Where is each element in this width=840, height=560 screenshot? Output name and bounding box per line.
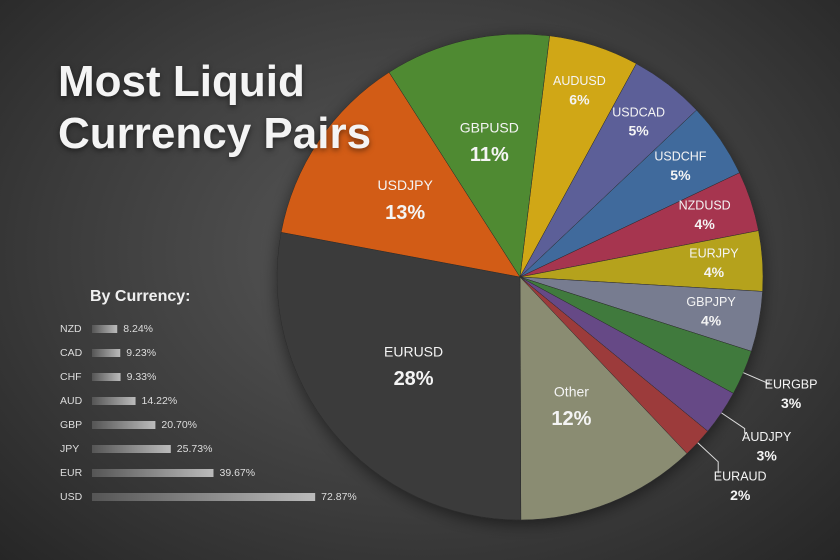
bar bbox=[92, 445, 171, 453]
slice-value-label: 3% bbox=[781, 395, 802, 411]
y-tick-label: GBP bbox=[60, 419, 82, 431]
slice-value-label: 13% bbox=[385, 202, 425, 224]
pie-slice bbox=[519, 276, 688, 521]
slice-value-label: 12% bbox=[551, 408, 591, 430]
slice-label: USDCHF bbox=[654, 149, 706, 163]
leader-line bbox=[743, 372, 770, 385]
leader-line bbox=[721, 412, 746, 434]
bar-title: By Currency: bbox=[90, 288, 190, 305]
slice-label: GBPJPY bbox=[686, 295, 736, 309]
slice-label: NZDUSD bbox=[679, 199, 731, 213]
bar-value-label: 25.73% bbox=[177, 443, 213, 455]
y-tick-label: EUR bbox=[60, 467, 83, 479]
y-tick-label: AUD bbox=[60, 395, 83, 407]
slice-label: USDJPY bbox=[378, 177, 434, 193]
slice-label: EURAUD bbox=[714, 470, 767, 484]
bar-value-label: 9.33% bbox=[127, 371, 157, 383]
bar bbox=[92, 421, 156, 429]
bar bbox=[92, 325, 118, 333]
pie-slice bbox=[388, 33, 550, 278]
pie-slice bbox=[276, 232, 522, 521]
bar bbox=[92, 493, 316, 501]
pie-slice bbox=[280, 71, 521, 278]
slice-value-label: 6% bbox=[569, 92, 590, 108]
y-tick-label: USD bbox=[60, 491, 83, 503]
bar-value-label: 9.23% bbox=[126, 347, 156, 359]
slice-label: Other bbox=[554, 383, 589, 399]
bar-value-label: 72.87% bbox=[321, 491, 357, 503]
slice-value-label: 5% bbox=[670, 167, 691, 183]
slice-value-label: 4% bbox=[701, 312, 722, 328]
bar bbox=[92, 397, 136, 405]
y-tick-label: CHF bbox=[60, 371, 82, 383]
slice-value-label: 11% bbox=[470, 144, 509, 166]
pie bbox=[276, 33, 764, 521]
slice-label: GBPUSD bbox=[460, 120, 519, 136]
slice-label: EURUSD bbox=[384, 343, 443, 359]
slice-value-label: 5% bbox=[628, 123, 649, 139]
slice-label: AUDJPY bbox=[742, 430, 792, 444]
bar bbox=[92, 349, 121, 357]
bar-value-label: 39.67% bbox=[219, 467, 255, 479]
slice-label: EURGBP bbox=[765, 378, 818, 392]
slice-value-label: 4% bbox=[695, 216, 716, 232]
slice-value-label: 2% bbox=[730, 487, 751, 503]
y-tick-label: JPY bbox=[60, 443, 79, 455]
leader-line bbox=[697, 442, 719, 474]
bar-value-label: 20.70% bbox=[161, 419, 197, 431]
bar-value-label: 8.24% bbox=[123, 323, 153, 335]
slice-label: USDCAD bbox=[612, 105, 665, 119]
slice-value-label: 28% bbox=[394, 368, 434, 390]
slice-label: AUDUSD bbox=[553, 74, 606, 88]
slice-value-label: 4% bbox=[704, 264, 725, 280]
bar bbox=[92, 373, 121, 381]
y-tick-label: NZD bbox=[60, 323, 82, 335]
bar-value-label: 14.22% bbox=[142, 395, 178, 407]
y-tick-label: CAD bbox=[60, 347, 83, 359]
slice-value-label: 3% bbox=[757, 447, 778, 463]
chart-title: Most Liquid Currency Pairs bbox=[58, 57, 372, 158]
bar bbox=[92, 469, 214, 477]
slice-label: EURJPY bbox=[689, 246, 739, 260]
